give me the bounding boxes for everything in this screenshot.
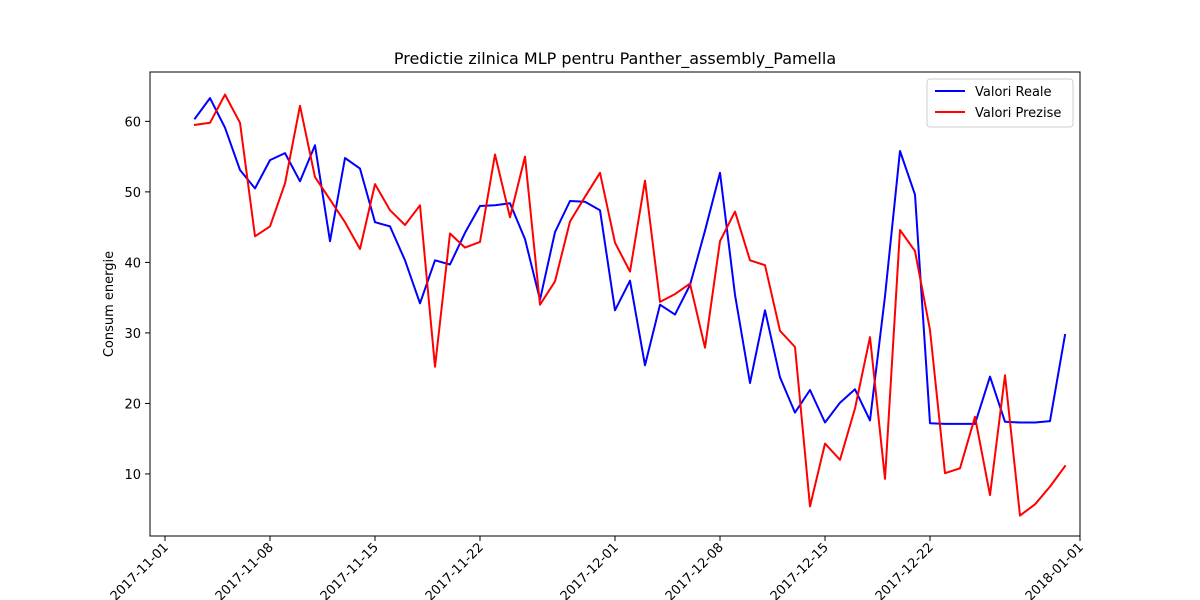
- chart-title: Predictie zilnica MLP pentru Panther_ass…: [394, 49, 836, 69]
- y-tick-label: 20: [124, 397, 141, 412]
- series-line-reale: [193, 97, 1067, 425]
- y-tick-label: 10: [124, 468, 141, 483]
- y-tick-label: 60: [124, 115, 141, 130]
- series-line-prezise: [193, 93, 1067, 517]
- legend-label-prezise: Valori Prezise: [975, 106, 1061, 121]
- y-tick-label: 50: [124, 186, 141, 201]
- legend-label-reale: Valori Reale: [975, 85, 1052, 100]
- series-layer: [193, 93, 1067, 517]
- y-axis-label: Consum energie: [102, 251, 117, 357]
- legend: Valori Reale Valori Prezise: [926, 78, 1074, 128]
- y-axis: 10 20 30 40 50 60: [124, 115, 150, 483]
- y-tick-label: 40: [124, 256, 141, 271]
- y-tick-label: 30: [124, 327, 141, 342]
